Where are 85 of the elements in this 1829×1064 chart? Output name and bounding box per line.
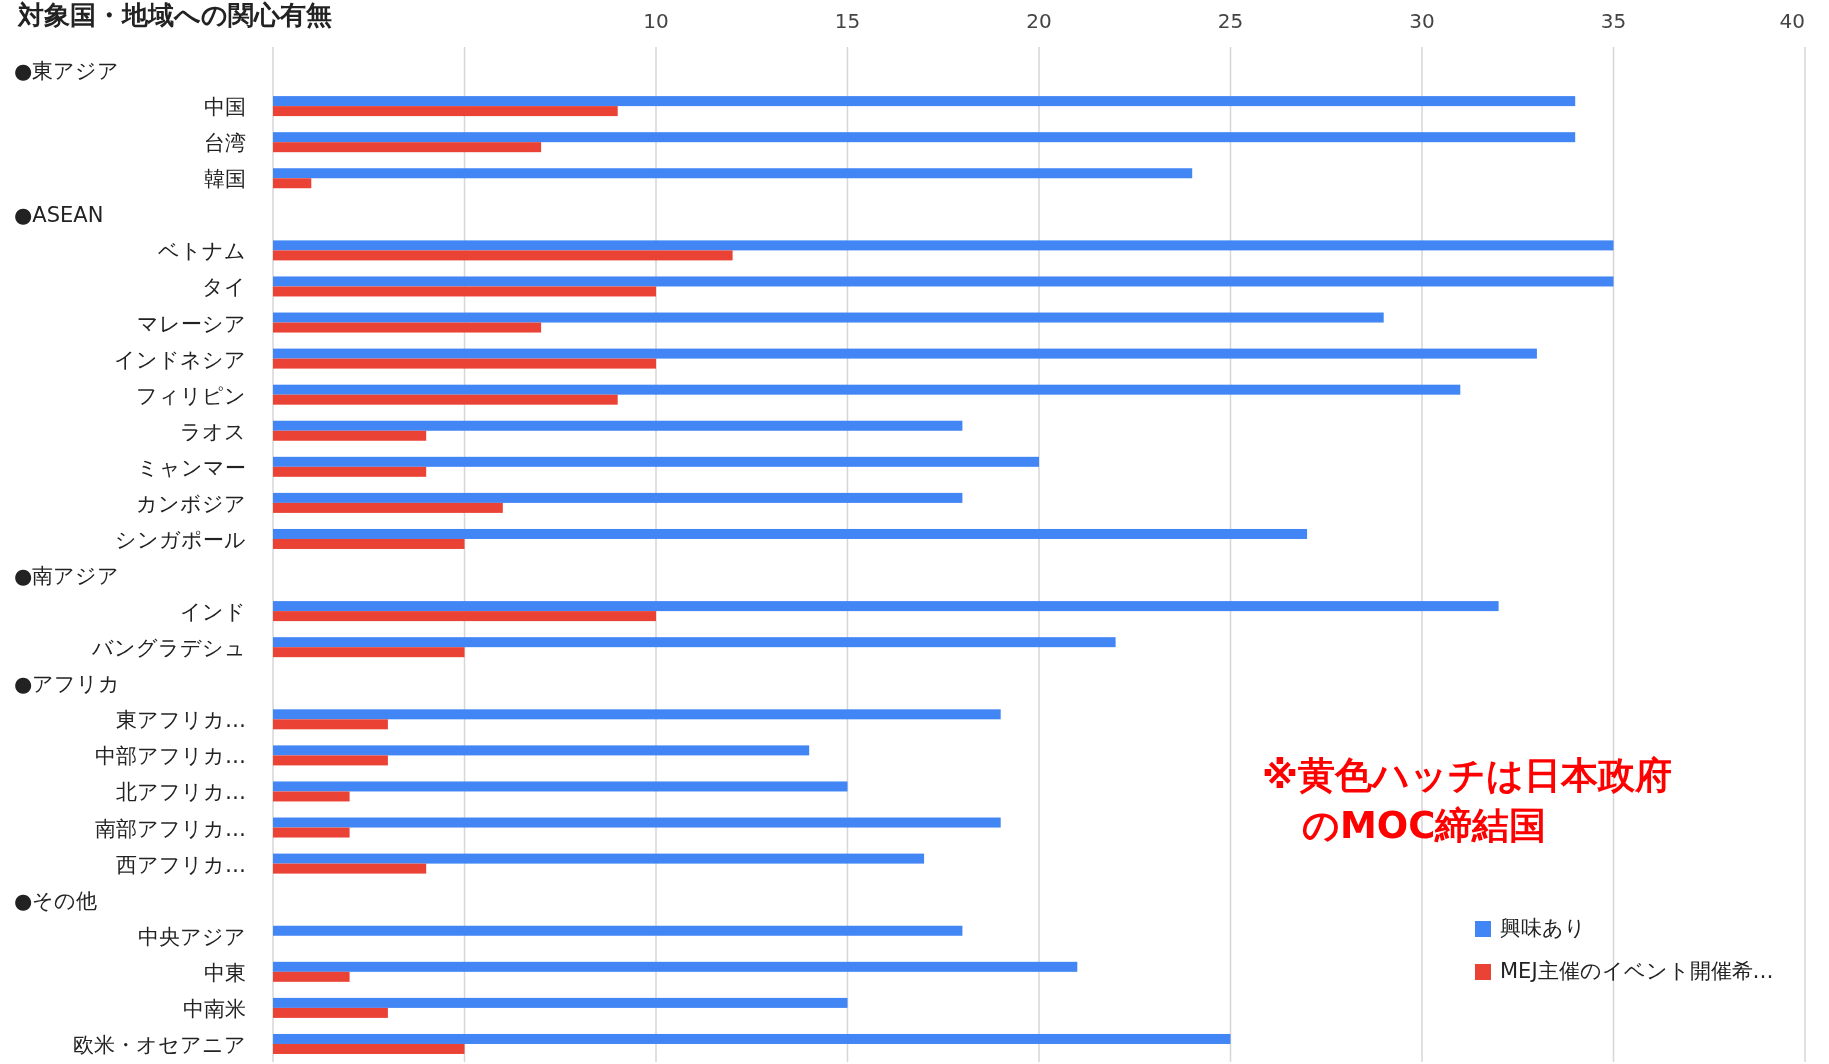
legend-label: MEJ主催のイベント開催希…: [1500, 959, 1774, 983]
bar: [273, 322, 542, 333]
annotation: のMOC締結国: [1302, 804, 1547, 847]
y-tick-label: 台湾: [204, 131, 246, 156]
y-tick-label: 中南米: [183, 996, 246, 1021]
bar: [273, 96, 1576, 107]
bar: [273, 1033, 1231, 1044]
bar: [273, 394, 618, 405]
text: ●ASEAN: [14, 203, 104, 228]
bar: [273, 168, 1193, 179]
bar: [273, 853, 925, 864]
y-tick-label: インド: [180, 600, 246, 625]
bar: [273, 925, 963, 936]
bar: [273, 348, 1537, 359]
y-tick-label: フィリピン: [136, 383, 246, 408]
y-tick-label: 西アフリカ…: [116, 852, 246, 877]
bar: [273, 745, 810, 756]
bar: [273, 961, 1078, 972]
bar: [273, 755, 388, 766]
bar: [273, 178, 312, 189]
bar: [273, 601, 1499, 612]
y-tick-label: シンガポール: [115, 527, 246, 552]
x-tick-label: 40: [1779, 9, 1805, 33]
legend-label: 興味あり: [1500, 916, 1586, 940]
bar: [273, 781, 848, 792]
bar: [273, 250, 733, 261]
bar: [273, 827, 350, 838]
y-tick-label: ラオス: [180, 419, 246, 444]
bar: [273, 106, 618, 117]
bar: [273, 528, 1308, 539]
bar: [273, 358, 656, 369]
y-tick-label: 東アフリカ…: [116, 708, 246, 733]
y-tick-label: マレーシア: [137, 311, 246, 336]
y-tick-label: タイ: [202, 275, 246, 300]
x-tick-label: 30: [1409, 9, 1435, 33]
chart-title: 対象国・地域への関心有無: [17, 0, 332, 30]
bar: [273, 637, 1116, 648]
y-tick-label: 北アフリカ…: [116, 780, 246, 805]
bar: [273, 286, 656, 297]
bar: [273, 142, 542, 153]
y-tick-label: カンボジア: [136, 491, 246, 516]
x-tick-label: 15: [834, 9, 861, 33]
y-tick-label: インドネシア: [114, 347, 246, 372]
bar: [273, 276, 1614, 287]
bar: [273, 384, 1461, 395]
annotation: ※黄色ハッチは日本政府: [1262, 754, 1672, 797]
bar: [273, 1043, 465, 1054]
bar: [273, 863, 427, 874]
bar: [273, 997, 848, 1008]
y-tick-label: 南部アフリカ…: [95, 816, 246, 841]
y-tick-label: 韓国: [204, 167, 246, 192]
y-tick-label: ミャンマー: [137, 455, 246, 480]
bar: [273, 420, 963, 431]
bar: [273, 466, 427, 477]
bar: [273, 1007, 388, 1018]
text: ●その他: [14, 888, 98, 913]
bar: [273, 611, 656, 622]
y-tick-label: 中部アフリカ…: [95, 744, 246, 769]
text: ●東アジア: [14, 59, 120, 84]
bar: [273, 132, 1576, 143]
y-tick-label: 中央アジア: [138, 924, 246, 949]
y-tick-label: 中東: [204, 960, 246, 985]
x-tick-label: 10: [643, 9, 669, 33]
bar: [273, 709, 1001, 720]
bar: [273, 456, 1039, 467]
bar: [273, 971, 350, 982]
y-tick-label: 中国: [204, 95, 246, 120]
x-tick-label: 20: [1026, 9, 1052, 33]
bar: [273, 719, 388, 730]
y-tick-label: 欧米・オセアニア: [73, 1032, 246, 1057]
bar: [273, 312, 1384, 323]
bar: [273, 817, 1001, 828]
bar: [273, 492, 963, 503]
text: ●南アジア: [14, 564, 120, 589]
x-tick-label: 25: [1217, 9, 1244, 33]
bar: [273, 791, 350, 802]
bar: [273, 502, 503, 513]
bar: [273, 430, 427, 441]
text: ●アフリカ: [14, 672, 121, 697]
bar: [273, 538, 465, 549]
bar: [273, 647, 465, 658]
y-tick-label: バングラデシュ: [91, 636, 246, 661]
x-tick-label: 35: [1600, 9, 1627, 33]
bar: [273, 240, 1614, 251]
y-tick-label: ベトナム: [158, 239, 246, 264]
